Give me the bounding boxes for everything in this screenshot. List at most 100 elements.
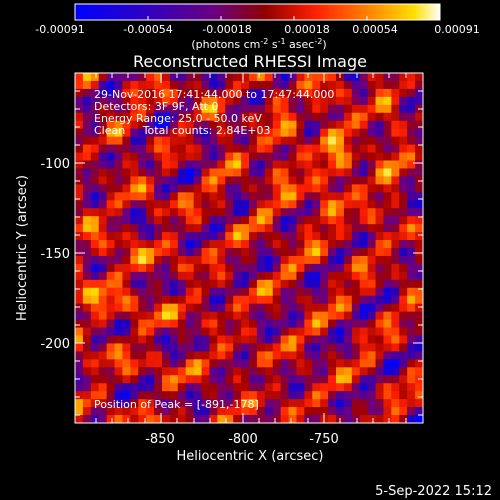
heatmap-cell [138,335,147,344]
heatmap-cell [391,96,400,106]
heatmap-cell [209,160,218,169]
heatmap-cell [122,104,131,114]
heatmap-cell [162,335,171,344]
heatmap-cell [75,80,84,90]
heatmap-cell [169,319,179,329]
heatmap-cell [359,263,369,273]
heatmap-cell [328,104,337,114]
heatmap-cell [383,192,392,201]
heatmap-cell [146,335,155,344]
heatmap-cell [177,415,187,423]
heatmap-cell [90,216,100,225]
heatmap-cell [272,367,282,376]
heatmap-cell [106,240,116,249]
heatmap-cell [312,359,321,368]
heatmap-cell [177,351,187,360]
x-tick-label: -750 [309,432,339,447]
heatmap-cell [98,399,108,408]
heatmap-cell [114,128,123,138]
heatmap-cell [375,407,384,416]
heatmap-cell [264,104,274,114]
heatmap-cell [343,271,353,281]
heatmap-cell [201,271,210,281]
heatmap-cell [82,255,92,265]
heatmap-cell [75,240,84,249]
heatmap-cell [367,335,377,344]
heatmap-cell [280,192,290,201]
heatmap-cell [343,192,353,201]
heatmap-cell [407,240,416,249]
heatmap-cell [185,335,195,344]
heatmap-cell [328,335,337,344]
heatmap-cell [138,248,147,257]
heatmap-cell [90,168,100,177]
heatmap-cell [122,160,131,169]
heatmap-cell [114,335,123,344]
heatmap-cell [407,192,416,201]
heatmap-cell [114,271,123,281]
heatmap-cell [375,311,384,321]
heatmap-cell [185,176,195,185]
heatmap-cell [146,128,155,138]
heatmap-cell [154,367,163,376]
heatmap-cell [169,168,179,177]
heatmap-cell [217,96,226,106]
heatmap-cell [320,136,329,146]
annotation-energy-range: Energy Range: 25.0 - 50.0 keV [94,112,262,125]
heatmap-cell [280,88,290,98]
heatmap-cell [114,295,123,305]
heatmap-cell [296,240,305,249]
heatmap-cell [241,391,250,400]
heatmap-cell [106,120,116,130]
heatmap-cell [288,303,297,313]
heatmap-cell [233,279,242,289]
heatmap-cell [312,295,321,305]
heatmap-cell [249,375,258,384]
heatmap-cell [280,327,290,336]
heatmap-cell [272,96,282,106]
heatmap-cell [82,232,92,241]
heatmap-cell [399,152,408,161]
heatmap-cell [328,136,337,146]
heatmap-cell [359,144,369,154]
heatmap-cell [193,216,203,225]
heatmap-cell [201,248,210,257]
heatmap-cell [249,144,258,154]
heatmap-cell [375,295,384,305]
heatmap-cell [312,88,321,98]
heatmap-cell [169,232,179,241]
heatmap-cell [336,271,345,281]
heatmap-cell [138,200,147,209]
heatmap-cell [75,359,84,368]
heatmap-cell [383,327,392,336]
heatmap-cell [138,391,147,400]
heatmap-cell [320,112,329,122]
heatmap-cell [241,319,250,329]
heatmap-cell [351,216,361,225]
heatmap-cell [241,240,250,249]
heatmap-cell [256,271,266,281]
heatmap-cell [249,303,258,313]
heatmap-cell [343,319,353,329]
heatmap-cell [233,335,242,344]
heatmap-cell [304,327,313,336]
heatmap-cell [209,104,218,114]
heatmap-cell [185,112,195,122]
heatmap-cell [114,263,123,273]
heatmap-cell [343,279,353,289]
heatmap-cell [241,160,250,169]
heatmap-cell [288,73,297,82]
heatmap-cell [312,415,321,423]
heatmap-cell [296,216,305,225]
heatmap-cell [272,200,282,209]
heatmap-cell [130,160,139,169]
heatmap-cell [351,73,361,82]
heatmap-cell [90,327,100,336]
heatmap-cell [312,240,321,249]
heatmap-cell [209,279,218,289]
heatmap-cell [391,271,400,281]
heatmap-cell [138,232,147,241]
heatmap-cell [336,80,345,90]
heatmap-cell [399,88,408,98]
heatmap-cell [201,216,210,225]
